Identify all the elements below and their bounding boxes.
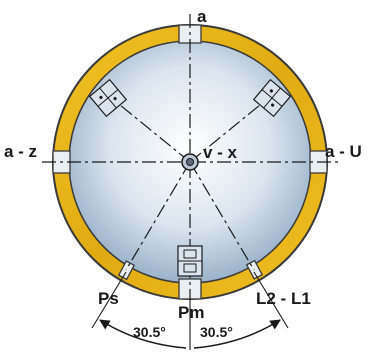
- angle-label-right: 30.5°: [200, 324, 233, 340]
- label-right: a - U: [325, 142, 362, 161]
- angle-arc-left: [99, 319, 187, 349]
- label-top: a: [197, 7, 207, 26]
- angle-label-left: 30.5°: [133, 324, 166, 340]
- label-bottom-right: L2 - L1: [256, 289, 311, 308]
- label-bottom-center: Pm: [178, 303, 204, 322]
- angle-guides: [91, 271, 289, 350]
- center-hub: [181, 153, 199, 171]
- sensor-box-upper-left: [88, 78, 128, 118]
- angle-arc-right: [193, 319, 281, 349]
- sensor-box-bottom: [177, 245, 203, 277]
- label-center: v - x: [203, 143, 238, 162]
- sensor-box-upper-right: [252, 78, 292, 118]
- label-left: a - z: [4, 142, 37, 161]
- label-bottom-left: Ps: [98, 289, 119, 308]
